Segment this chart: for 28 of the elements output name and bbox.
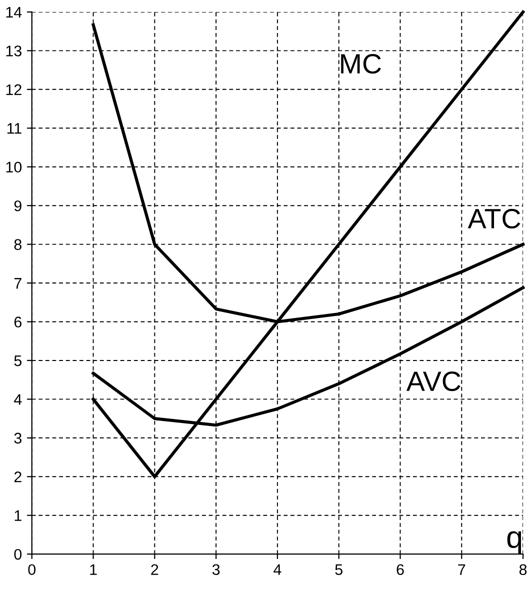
y-tick-label: 14 [6,7,22,18]
y-tick-label: 7 [14,278,22,289]
y-tick-label: 10 [6,162,22,173]
y-tick-label: 5 [14,355,22,366]
text: MC [341,54,381,74]
series-label: AVC [406,371,460,392]
y-tick-label: 12 [6,84,22,95]
x-tick-label: 5 [335,564,342,576]
y-tick-label: 2 [14,472,22,482]
y-tick-label: 0 [14,548,22,560]
y-tick-label: 13 [6,46,22,56]
series-label: ATC [468,208,520,229]
y-tick-label: 6 [14,316,22,328]
x-tick-label: 8 [519,564,527,576]
x-tick-label: 4 [274,564,282,575]
y-tick-label: 11 [7,123,22,134]
x-tick-label: 2 [151,564,158,575]
y-tick-label: 3 [14,432,22,444]
y-tick-label: 4 [14,394,22,405]
y-tick-label: 9 [14,200,22,212]
x-tick-label: 7 [458,564,466,575]
x-tick-label: 6 [396,564,404,576]
y-tick-label: 1 [14,510,22,521]
x-axis-title: q [507,531,522,554]
y-tick-label: 8 [14,239,22,250]
x-tick-label: 3 [212,564,220,576]
x-tick-label: 0 [28,564,36,576]
x-tick-label: 1 [90,564,97,575]
